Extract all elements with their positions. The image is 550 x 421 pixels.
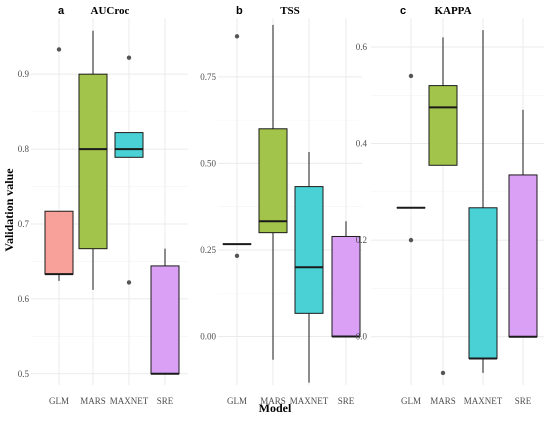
panel-letter: b (236, 5, 243, 17)
panel-aucroc: 0.5 0.6 0.7 0.8 0.9 GLM MARS MAXNET SRE a AUCroc (18, 5, 188, 406)
outlier-point (440, 370, 446, 376)
x-tick-label: GLM (49, 396, 69, 406)
box-glm (396, 73, 426, 243)
box-body (331, 235, 361, 338)
x-tick-label: MARS (80, 396, 106, 406)
x-tick-label: GLM (401, 396, 421, 406)
outlier-point (126, 55, 132, 60)
y-axis-title: Validation value (2, 168, 16, 252)
panel-title: TSS (280, 5, 300, 17)
box-sre (150, 248, 180, 375)
outlier-point (126, 280, 132, 285)
x-tick-label: MARS (260, 396, 286, 406)
box-maxnet (468, 30, 498, 373)
y-tick-label: 0.7 (18, 219, 30, 229)
box-body (44, 210, 74, 275)
box-sre (331, 221, 361, 338)
y-tick-label: 0.75 (200, 72, 216, 82)
box-mars (258, 24, 288, 360)
y-tick-label: 0.8 (18, 144, 30, 154)
panel-title: AUCroc (91, 5, 130, 17)
y-tick-label: 0.25 (200, 245, 216, 255)
y-tick-label: 0.6 (18, 294, 30, 304)
box-body (150, 265, 180, 375)
box-glm (44, 47, 74, 281)
box-body (428, 85, 458, 166)
y-tick-label: 0.00 (200, 332, 216, 342)
y-tick-label: 0.50 (200, 158, 216, 168)
box-sre (508, 109, 538, 338)
x-tick-label: SRE (515, 396, 532, 406)
x-tick-label: MAXNET (464, 396, 503, 406)
y-tick-label: 0.9 (18, 69, 30, 79)
x-tick-label: GLM (227, 396, 247, 406)
y-tick-label: 0.4 (356, 139, 368, 149)
outlier-point (234, 253, 240, 259)
box-body (294, 186, 324, 314)
outlier-point (234, 34, 240, 39)
x-tick-label: MAXNET (110, 396, 149, 406)
y-tick-label: 0.5 (18, 369, 30, 379)
x-tick-label: SRE (157, 396, 174, 406)
panel-tss: 0.00 0.25 0.50 0.75 GLM MARS MAXNET SRE b TSS (200, 5, 362, 406)
box-mars (78, 30, 108, 290)
outlier-point (56, 47, 62, 52)
panel-kappa: 0.0 0.2 0.4 0.6 GLM MARS MAXNET SRE c KAPPA (356, 5, 544, 406)
x-tick-label: MAXNET (290, 396, 329, 406)
box-body (508, 174, 538, 338)
box-maxnet (294, 151, 324, 383)
x-axis-title: Model (259, 401, 292, 415)
x-tick-label: MARS (430, 396, 456, 406)
panel-letter: a (58, 5, 65, 17)
y-tick-label: 0.2 (356, 235, 367, 245)
box-mars (428, 37, 458, 376)
box-body (258, 128, 288, 234)
outlier-point (408, 73, 414, 79)
box-body (468, 207, 498, 359)
x-tick-label: SRE (338, 396, 355, 406)
panel-title: KAPPA (434, 5, 471, 17)
y-tick-label: 0.0 (356, 332, 368, 342)
panel-letter: c (400, 5, 406, 17)
box-body (114, 132, 144, 158)
y-tick-label: 0.6 (356, 42, 368, 52)
box-body (78, 73, 108, 250)
box-maxnet (114, 55, 144, 285)
outlier-point (408, 237, 414, 243)
box-glm (222, 34, 252, 259)
